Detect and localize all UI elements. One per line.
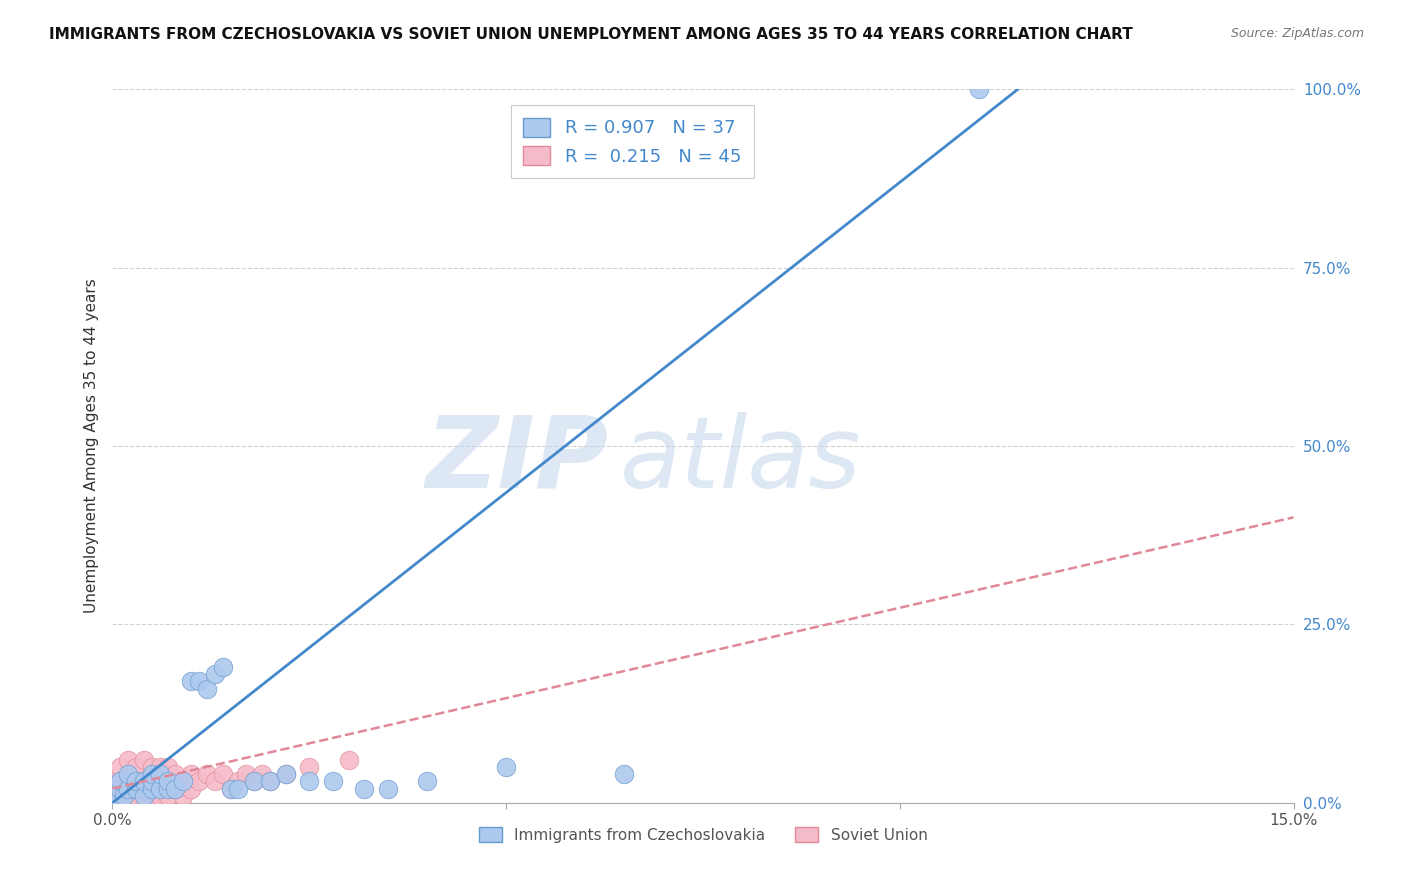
Point <box>149 774 172 789</box>
Point <box>107 789 129 803</box>
Point <box>149 781 172 796</box>
Point <box>495 760 517 774</box>
Point <box>104 781 127 796</box>
Point <box>110 774 132 789</box>
Point <box>204 667 226 681</box>
Point <box>172 774 194 789</box>
Point <box>141 774 163 789</box>
Point <box>110 781 132 796</box>
Point <box>141 781 163 796</box>
Point <box>416 774 439 789</box>
Text: IMMIGRANTS FROM CZECHOSLOVAKIA VS SOVIET UNION UNEMPLOYMENT AMONG AGES 35 TO 44 : IMMIGRANTS FROM CZECHOSLOVAKIA VS SOVIET… <box>49 27 1133 42</box>
Point <box>243 774 266 789</box>
Point <box>219 781 242 796</box>
Point <box>613 767 636 781</box>
Point <box>112 781 135 796</box>
Point <box>117 789 139 803</box>
Point <box>132 753 155 767</box>
Point <box>377 781 399 796</box>
Point <box>117 774 139 789</box>
Point <box>180 674 202 689</box>
Point <box>274 767 297 781</box>
Point <box>156 760 179 774</box>
Text: ZIP: ZIP <box>426 412 609 508</box>
Y-axis label: Unemployment Among Ages 35 to 44 years: Unemployment Among Ages 35 to 44 years <box>83 278 98 614</box>
Point <box>141 789 163 803</box>
Point <box>180 781 202 796</box>
Point <box>141 760 163 774</box>
Text: Source: ZipAtlas.com: Source: ZipAtlas.com <box>1230 27 1364 40</box>
Point <box>156 781 179 796</box>
Point <box>165 781 187 796</box>
Point <box>125 774 148 789</box>
Point <box>172 789 194 803</box>
Point <box>125 789 148 803</box>
Point <box>165 767 187 781</box>
Legend: Immigrants from Czechoslovakia, Soviet Union: Immigrants from Czechoslovakia, Soviet U… <box>472 821 934 848</box>
Point <box>195 767 218 781</box>
Point <box>156 774 179 789</box>
Point <box>105 774 128 789</box>
Point <box>117 781 139 796</box>
Point <box>259 774 281 789</box>
Point <box>195 681 218 696</box>
Point <box>141 774 163 789</box>
Point <box>322 774 344 789</box>
Point <box>243 774 266 789</box>
Point <box>156 789 179 803</box>
Point <box>188 774 211 789</box>
Point <box>110 789 132 803</box>
Point <box>110 774 132 789</box>
Point <box>112 789 135 803</box>
Point <box>165 781 187 796</box>
Point <box>298 774 321 789</box>
Point <box>228 781 250 796</box>
Point <box>132 774 155 789</box>
Point <box>103 789 125 803</box>
Point <box>117 767 139 781</box>
Point <box>353 781 375 796</box>
Point <box>274 767 297 781</box>
Point <box>110 760 132 774</box>
Point <box>141 767 163 781</box>
Point <box>219 781 242 796</box>
Point <box>149 767 172 781</box>
Text: atlas: atlas <box>620 412 862 508</box>
Point <box>132 789 155 803</box>
Point <box>228 774 250 789</box>
Point <box>149 789 172 803</box>
Point <box>132 774 155 789</box>
Point <box>337 753 360 767</box>
Point <box>125 781 148 796</box>
Point <box>235 767 257 781</box>
Point <box>211 660 233 674</box>
Point <box>149 760 172 774</box>
Point <box>132 789 155 803</box>
Point <box>259 774 281 789</box>
Point <box>180 767 202 781</box>
Point <box>117 753 139 767</box>
Point <box>211 767 233 781</box>
Point <box>125 760 148 774</box>
Point <box>156 774 179 789</box>
Point <box>298 760 321 774</box>
Point <box>188 674 211 689</box>
Point <box>125 774 148 789</box>
Point <box>967 82 990 96</box>
Point <box>172 774 194 789</box>
Point <box>204 774 226 789</box>
Point <box>250 767 273 781</box>
Point <box>105 789 128 803</box>
